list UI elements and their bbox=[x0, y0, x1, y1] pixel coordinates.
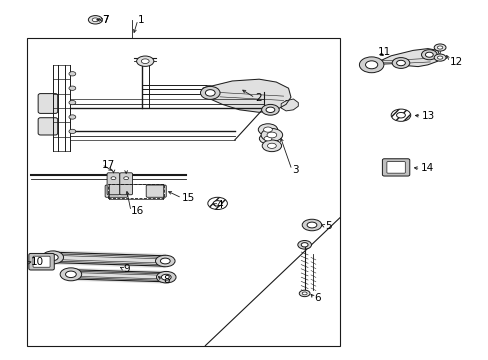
Ellipse shape bbox=[266, 132, 276, 138]
Ellipse shape bbox=[390, 109, 410, 121]
Ellipse shape bbox=[365, 61, 377, 69]
Ellipse shape bbox=[433, 44, 445, 51]
Ellipse shape bbox=[92, 18, 98, 22]
Ellipse shape bbox=[200, 86, 220, 99]
Ellipse shape bbox=[123, 177, 128, 180]
Text: 15: 15 bbox=[182, 193, 195, 203]
Ellipse shape bbox=[88, 15, 102, 24]
Ellipse shape bbox=[301, 243, 307, 247]
Ellipse shape bbox=[433, 54, 445, 61]
FancyBboxPatch shape bbox=[120, 173, 132, 195]
Text: 8: 8 bbox=[163, 275, 169, 285]
Text: 10: 10 bbox=[30, 257, 43, 267]
Text: 1: 1 bbox=[138, 15, 144, 25]
Ellipse shape bbox=[396, 60, 405, 66]
Ellipse shape bbox=[421, 50, 436, 60]
FancyBboxPatch shape bbox=[386, 162, 405, 173]
Ellipse shape bbox=[359, 57, 383, 73]
Polygon shape bbox=[52, 251, 165, 267]
Polygon shape bbox=[281, 99, 298, 111]
Text: 16: 16 bbox=[131, 206, 144, 216]
Ellipse shape bbox=[265, 107, 274, 112]
Polygon shape bbox=[70, 269, 166, 283]
Ellipse shape bbox=[261, 104, 279, 115]
Ellipse shape bbox=[396, 112, 405, 118]
Text: 13: 13 bbox=[421, 111, 434, 121]
Ellipse shape bbox=[302, 292, 306, 295]
Ellipse shape bbox=[205, 90, 215, 96]
Ellipse shape bbox=[267, 143, 276, 148]
Text: 3: 3 bbox=[291, 165, 298, 175]
Ellipse shape bbox=[425, 52, 432, 57]
Text: 14: 14 bbox=[420, 163, 433, 174]
Text: 2: 2 bbox=[255, 93, 262, 103]
Ellipse shape bbox=[306, 222, 316, 228]
Ellipse shape bbox=[259, 134, 276, 144]
Ellipse shape bbox=[299, 290, 309, 297]
Ellipse shape bbox=[69, 115, 76, 119]
Ellipse shape bbox=[213, 201, 222, 206]
Text: 12: 12 bbox=[449, 57, 462, 67]
Text: 11: 11 bbox=[377, 47, 390, 57]
Ellipse shape bbox=[111, 177, 116, 180]
Ellipse shape bbox=[155, 255, 175, 267]
Ellipse shape bbox=[65, 271, 76, 278]
Text: 7: 7 bbox=[102, 15, 108, 25]
Ellipse shape bbox=[69, 86, 76, 90]
Ellipse shape bbox=[47, 254, 58, 261]
Ellipse shape bbox=[141, 59, 149, 63]
Ellipse shape bbox=[69, 100, 76, 105]
Ellipse shape bbox=[69, 72, 76, 76]
Ellipse shape bbox=[261, 129, 282, 141]
Ellipse shape bbox=[258, 124, 277, 135]
FancyBboxPatch shape bbox=[29, 253, 54, 270]
FancyBboxPatch shape bbox=[33, 256, 50, 267]
FancyBboxPatch shape bbox=[105, 185, 127, 197]
Ellipse shape bbox=[136, 56, 154, 66]
Text: 6: 6 bbox=[314, 293, 321, 303]
FancyBboxPatch shape bbox=[107, 173, 120, 195]
Text: 5: 5 bbox=[325, 221, 331, 231]
Ellipse shape bbox=[263, 127, 272, 132]
Ellipse shape bbox=[436, 46, 442, 49]
Ellipse shape bbox=[42, 251, 63, 264]
Polygon shape bbox=[203, 79, 290, 112]
Text: 4: 4 bbox=[216, 200, 223, 210]
Ellipse shape bbox=[69, 129, 76, 134]
FancyBboxPatch shape bbox=[382, 159, 409, 176]
Ellipse shape bbox=[264, 136, 271, 141]
Ellipse shape bbox=[297, 240, 311, 249]
Ellipse shape bbox=[207, 197, 227, 210]
Ellipse shape bbox=[160, 258, 170, 264]
Polygon shape bbox=[366, 49, 439, 69]
Ellipse shape bbox=[391, 58, 409, 68]
Text: 7: 7 bbox=[102, 15, 108, 25]
Ellipse shape bbox=[60, 268, 81, 281]
Text: 9: 9 bbox=[123, 264, 130, 274]
Bar bbox=[27, 38, 339, 346]
Ellipse shape bbox=[156, 271, 176, 283]
FancyBboxPatch shape bbox=[146, 185, 166, 197]
FancyBboxPatch shape bbox=[38, 118, 58, 135]
Ellipse shape bbox=[161, 274, 171, 280]
FancyBboxPatch shape bbox=[38, 94, 58, 113]
Ellipse shape bbox=[262, 140, 281, 152]
Ellipse shape bbox=[302, 219, 321, 231]
Text: 17: 17 bbox=[102, 159, 115, 170]
Ellipse shape bbox=[436, 56, 442, 59]
